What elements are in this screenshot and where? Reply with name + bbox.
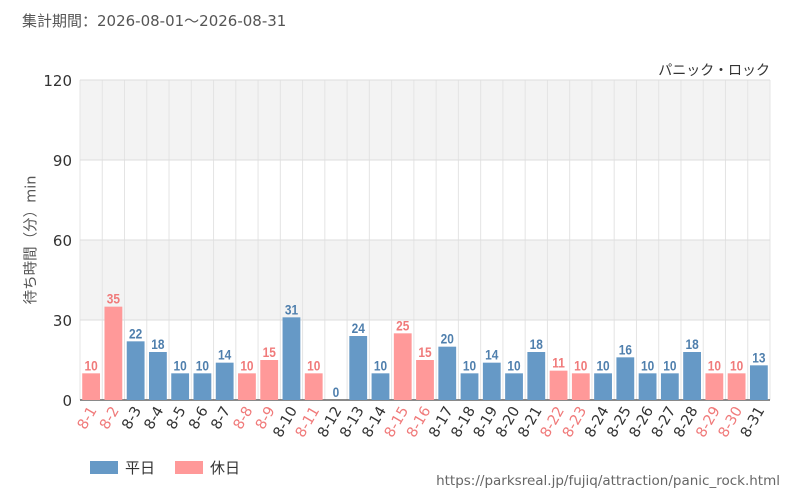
bar (126, 341, 145, 400)
bar (749, 365, 768, 400)
data-label: 31 (285, 301, 298, 317)
bar (616, 357, 635, 400)
data-label: 10 (196, 357, 209, 373)
data-label: 10 (174, 357, 187, 373)
data-label: 0 (333, 384, 340, 400)
data-label: 13 (752, 349, 765, 365)
data-label: 20 (441, 331, 454, 347)
data-label: 35 (107, 291, 120, 307)
bar (594, 373, 612, 400)
bar (171, 373, 190, 400)
data-label: 14 (218, 347, 232, 363)
legend-holiday: 休日 (175, 457, 240, 478)
legend-weekday: 平日 (90, 457, 155, 478)
data-label: 15 (263, 344, 276, 360)
data-label: 24 (352, 320, 366, 336)
legend-holiday-swatch (175, 461, 204, 474)
data-label: 18 (685, 336, 698, 352)
y-tick-label: 90 (53, 152, 72, 170)
x-tick-label: 8-2 (97, 404, 123, 433)
x-tick-label: 8-5 (164, 404, 190, 433)
data-label: 10 (240, 357, 253, 373)
grid-band (80, 240, 770, 320)
legend: 平日 休日 (90, 457, 260, 478)
bar (282, 317, 301, 400)
bar (215, 362, 234, 400)
attraction-name: パニック・ロック (658, 63, 770, 79)
x-tick-label: 8-1 (75, 404, 101, 433)
bar (482, 362, 501, 400)
data-label: 14 (485, 347, 499, 363)
data-label: 10 (574, 357, 587, 373)
data-label: 10 (307, 357, 320, 373)
data-label: 10 (708, 357, 721, 373)
data-label: 15 (418, 344, 431, 360)
data-label: 10 (374, 357, 387, 373)
data-label: 22 (129, 325, 142, 341)
bar (82, 373, 101, 400)
data-label: 16 (619, 341, 632, 357)
bar (371, 373, 390, 400)
x-tick-label: 8-7 (208, 404, 234, 433)
legend-weekday-label: 平日 (125, 459, 156, 477)
data-label: 10 (730, 357, 743, 373)
bar (683, 352, 701, 400)
x-tick-label: 8-6 (186, 404, 212, 433)
bar (638, 373, 657, 400)
bar (149, 352, 167, 400)
y-tick-label: 0 (62, 392, 72, 410)
bar (460, 373, 479, 400)
data-label: 10 (507, 357, 520, 373)
data-label: 10 (663, 357, 676, 373)
x-tick-label: 8-4 (142, 404, 168, 433)
legend-weekday-swatch (90, 461, 118, 474)
data-label: 10 (641, 357, 654, 373)
bar (238, 373, 256, 400)
bar (260, 360, 279, 400)
bar (193, 373, 212, 400)
data-label: 11 (552, 355, 565, 371)
bar (393, 333, 412, 400)
source-url[interactable]: https://parksreal.jp/fujiq/attraction/pa… (436, 473, 780, 489)
y-tick-label: 60 (53, 232, 72, 250)
bar (527, 352, 546, 400)
bar (438, 346, 457, 400)
data-label: 18 (530, 336, 543, 352)
data-label: 10 (463, 357, 476, 373)
data-label: 10 (596, 357, 609, 373)
bar (549, 370, 568, 400)
y-tick-label: 120 (43, 72, 72, 90)
legend-holiday-label: 休日 (210, 459, 241, 477)
x-tick-label: 8-3 (119, 404, 145, 433)
x-tick-label: 8-8 (231, 404, 257, 433)
bar (660, 373, 679, 400)
data-label: 18 (151, 336, 164, 352)
data-label: 10 (85, 357, 98, 373)
bar (727, 373, 746, 400)
bar (349, 336, 368, 400)
bar (571, 373, 590, 400)
data-label: 25 (396, 317, 409, 333)
x-tick-label: 8-31 (738, 404, 768, 441)
grid-band (80, 80, 770, 160)
y-tick-label: 30 (53, 312, 72, 330)
bar (416, 360, 434, 400)
bar (505, 373, 523, 400)
period-label: 集計期間：2026-08-01～2026-08-31 (22, 12, 287, 30)
bar (104, 306, 123, 400)
bar (705, 373, 724, 400)
bar (304, 373, 323, 400)
